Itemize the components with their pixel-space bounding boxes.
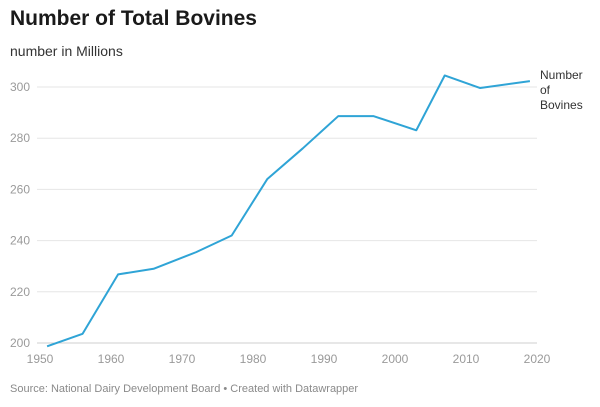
x-tick-label: 1970: [169, 352, 196, 366]
y-tick-label: 260: [10, 182, 30, 196]
x-tick-label: 2020: [524, 352, 551, 366]
chart-subtitle: number in Millions: [10, 43, 123, 59]
series-line: [46, 74, 531, 348]
x-tick-label: 1950: [27, 352, 54, 366]
x-tick-label: 1960: [98, 352, 125, 366]
x-tick-label: 2010: [453, 352, 480, 366]
source-note: Source: National Dairy Development Board…: [10, 383, 359, 395]
y-tick-label: 300: [10, 80, 30, 94]
x-tick-label: 2000: [382, 352, 409, 366]
series-label: Number of Bovines: [540, 68, 583, 112]
y-tick-label: 240: [10, 234, 30, 248]
x-tick-label: 1980: [240, 352, 267, 366]
y-tick-label: 280: [10, 131, 30, 145]
chart-title: Number of Total Bovines: [10, 7, 257, 30]
y-tick-label: 220: [10, 285, 30, 299]
x-tick-label: 1990: [311, 352, 338, 366]
y-tick-label: 200: [10, 336, 30, 350]
